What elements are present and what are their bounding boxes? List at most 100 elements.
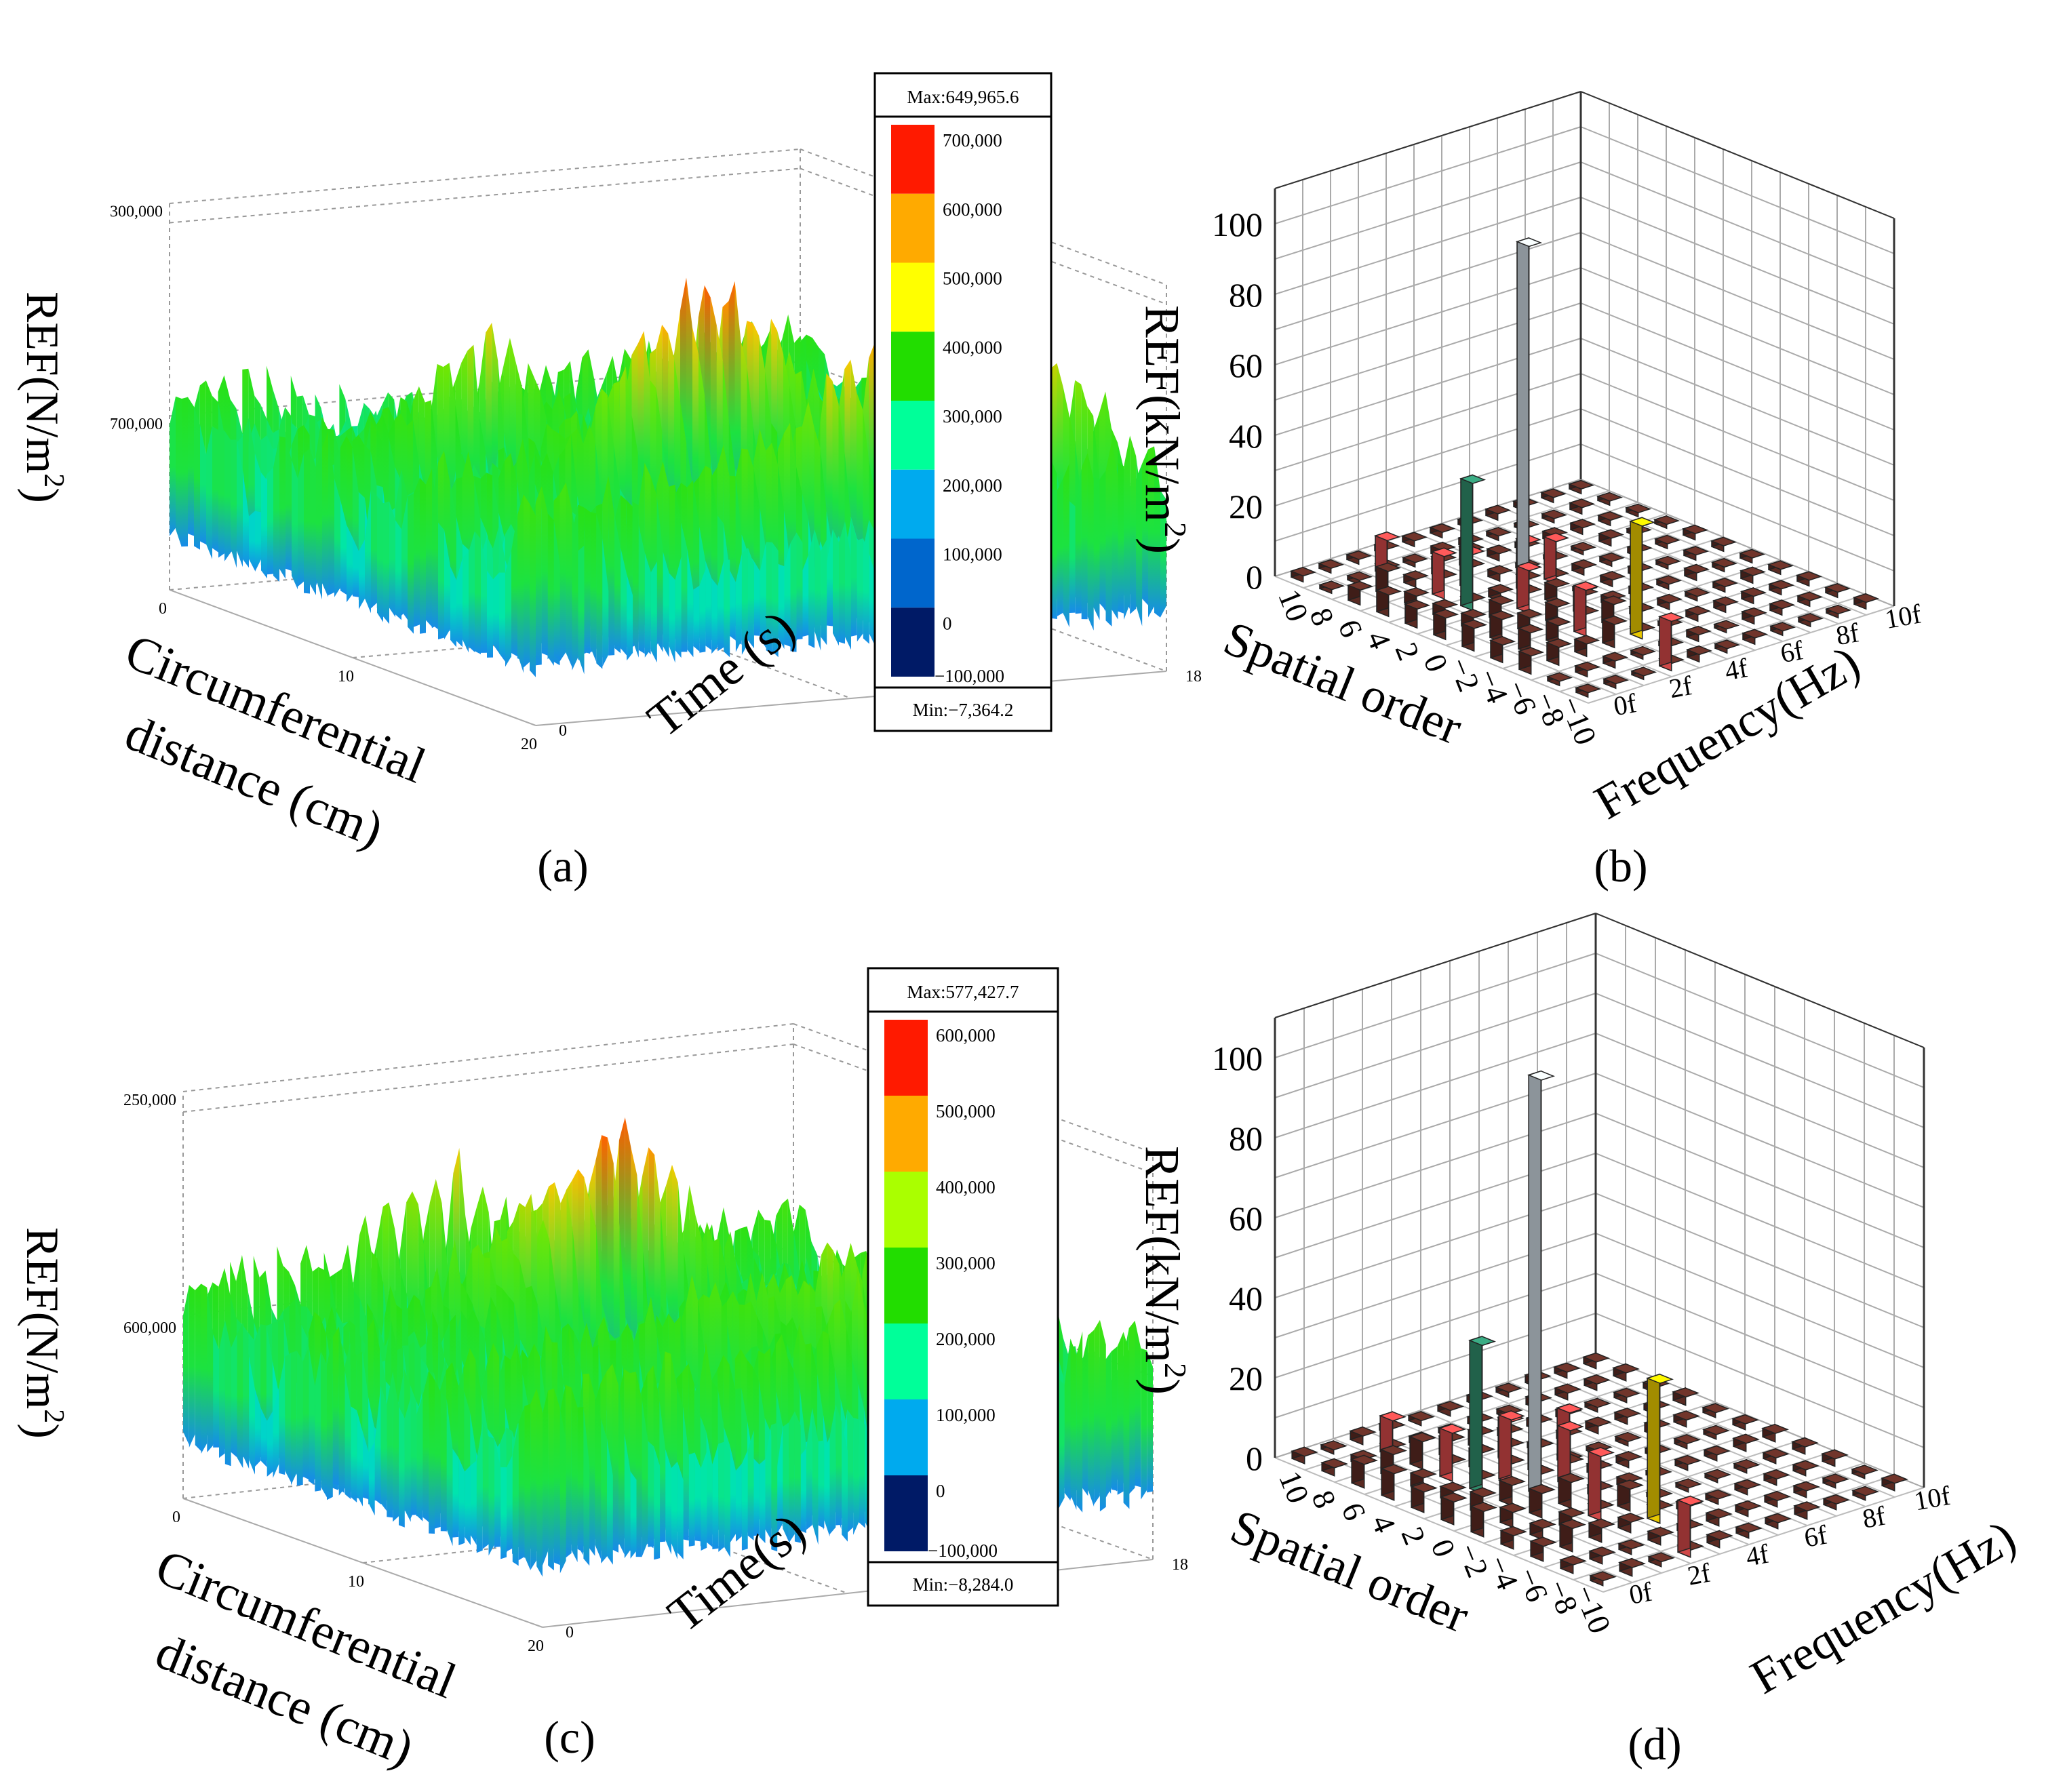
surface-strip [267,467,273,575]
colorbar-level-label: 300,000 [936,1253,996,1273]
y-tick-label: 2f [1685,1557,1713,1591]
bar [1793,1501,1821,1520]
x-tick-label: 2 [1394,1522,1432,1549]
bar [1705,1508,1733,1527]
bar-top [1768,599,1796,610]
bar [1484,504,1512,521]
wall-grid [1580,408,1895,536]
bar [1684,605,1712,622]
bar [1345,550,1373,565]
bar [1653,515,1680,530]
surface-strip [359,539,365,610]
bar [1655,575,1683,591]
bar-top [1484,527,1512,537]
surface-strip [212,426,218,553]
surface-strip [630,1471,637,1559]
bar [1539,488,1567,504]
surface-strip [1050,489,1057,619]
surface-strip [432,469,438,630]
colorbar-swatch [884,1399,928,1475]
colorbar-level-label: 400,000 [943,337,1002,357]
bar [1713,639,1741,654]
bar [1768,599,1796,616]
colorbar-level-label: 500,000 [936,1101,996,1121]
surface-strip [800,1448,806,1534]
bar-top [1486,565,1514,575]
surface-strip [404,1397,411,1522]
bar-top [1711,578,1739,588]
surface-strip [675,557,682,658]
bar [1735,1522,1763,1539]
bar [1739,586,1767,605]
bar [1440,1492,1468,1526]
surface-strip [487,570,493,658]
bar [1289,566,1317,583]
bar [1515,561,1543,614]
surface-strip [850,518,857,637]
surface-strip [1142,449,1148,605]
surface-strip [1057,478,1063,616]
surface-strip [1105,1351,1112,1498]
bar-top [1572,581,1600,591]
surface-strip [1082,1335,1088,1496]
wall-grid [1274,1273,1596,1378]
bar [1763,1469,1790,1486]
colorbar-level-label: 200,000 [936,1329,996,1349]
y-tick-label: 0f [1611,688,1639,721]
colorbar-swatch [891,538,935,608]
surface-strip [224,431,231,561]
surface-strip [772,542,779,658]
bar-top [1570,559,1598,570]
surface-strip [835,1404,842,1526]
bar-top [1515,237,1543,247]
bar-top [1739,566,1767,576]
surface-strip [399,1406,405,1528]
bar-top [1569,542,1597,552]
surface-strip [718,1441,725,1552]
bar [1487,584,1514,603]
bar [1653,534,1681,550]
colorbar-max-label: Max:649,965.6 [907,87,1019,107]
bar [1712,596,1739,614]
bar [1601,652,1629,669]
bar [1400,532,1428,548]
colorbar-level-label: 100,000 [936,1405,996,1425]
floor-grid [1274,576,1589,704]
surface-strip [1136,456,1143,626]
surface-strip [705,560,712,650]
bar-top [1852,593,1880,603]
surface-strip [279,436,286,579]
surface-strip [814,529,821,651]
bar [1468,1335,1496,1494]
bar-top [1740,607,1768,618]
colorbar: Max:649,965.6Min:−7,364.2700,000600,0005… [873,72,1053,732]
surface-strip [351,1406,357,1502]
colorbar-level-label: 0 [936,1481,945,1501]
bar [1558,1519,1586,1553]
y-tick-label: 10f [1883,598,1924,635]
bar-top [1373,531,1401,542]
z-tick-label: 300,000 [110,203,163,220]
surface-strip [656,496,663,652]
surface-strip [440,1392,447,1532]
surface-strip [821,539,827,645]
surface-strip [291,1351,297,1486]
wall-grid [1274,408,1581,506]
z-axis-title: REF(N/m2) [17,1227,69,1439]
bar [1767,560,1794,576]
surface-strip [650,561,657,663]
bar [1738,549,1766,564]
surface-strip [654,1446,661,1560]
bar [1767,580,1795,596]
surface-strip [638,525,645,654]
surface-strip [1147,1350,1153,1493]
bar-top [1653,515,1680,525]
bar-top [1767,580,1795,590]
surface-strip [612,1363,618,1553]
surface-strip [823,1437,830,1537]
y-tick-label: 18 [1172,1556,1188,1574]
surface-strip [644,553,651,658]
bar-top [1540,509,1568,519]
bar [1459,474,1487,612]
